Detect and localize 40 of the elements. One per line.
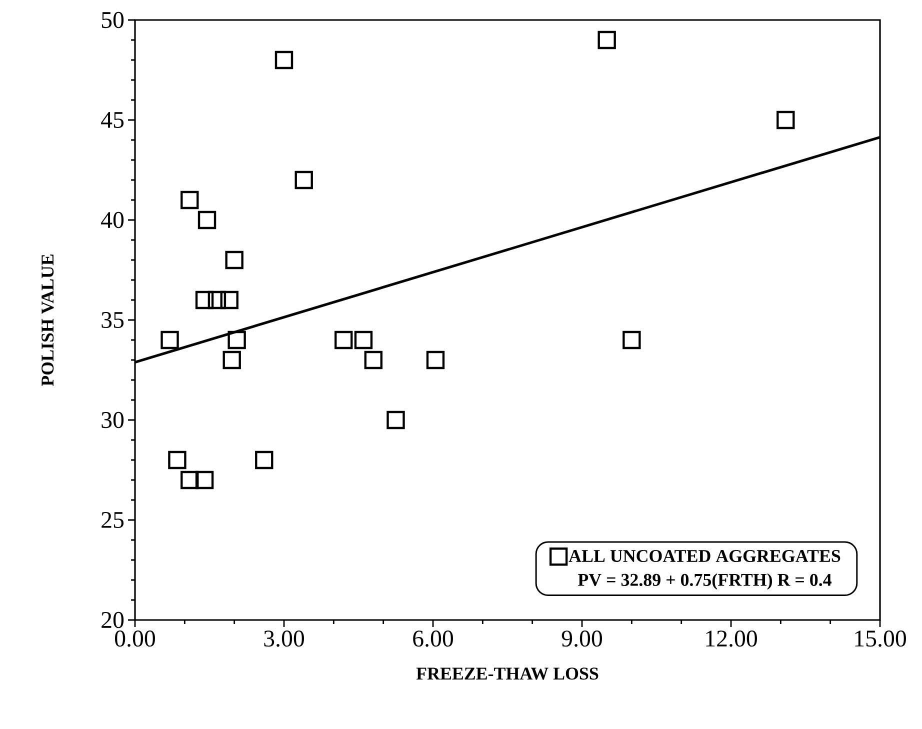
point — [622, 330, 641, 350]
point — [198, 210, 216, 230]
x-axis-title: FREEZE-THAW LOSS — [416, 668, 598, 680]
x-tick-label: 15.00 — [855, 630, 906, 647]
y-tick-label: 45 — [101, 112, 124, 128]
point — [255, 450, 274, 470]
point — [225, 250, 244, 270]
point — [228, 330, 246, 350]
x-tick-label: 3.00 — [264, 630, 304, 647]
point — [180, 470, 199, 490]
point — [180, 190, 199, 210]
x-tick-label: 12.00 — [706, 630, 757, 647]
y-tick-label: 40 — [101, 212, 124, 228]
point — [776, 110, 795, 130]
point — [195, 470, 214, 490]
x-tick-label: 0.00 — [114, 630, 156, 647]
legend-label: ALL UNCOATED AGGREGATES — [568, 550, 840, 562]
point — [208, 290, 226, 310]
y-tick-label: 30 — [102, 412, 124, 428]
y-tick-label: 25 — [102, 512, 124, 528]
point — [426, 350, 445, 370]
point — [354, 330, 373, 350]
point — [294, 170, 313, 190]
point — [274, 50, 294, 70]
y-tick-label: 35 — [102, 312, 124, 328]
x-tick-label: 6.00 — [413, 630, 454, 647]
y-tick-label: 50 — [102, 12, 124, 28]
y-axis-title: POLISH VALUE — [42, 254, 54, 386]
annotation: PV = 32.89 + 0.75(FRTH) R = 0.4 — [578, 573, 832, 590]
point — [334, 330, 353, 350]
point — [160, 330, 179, 350]
point — [168, 450, 186, 470]
point — [364, 350, 382, 370]
point — [220, 290, 238, 310]
point — [598, 30, 616, 50]
point — [195, 290, 214, 310]
x-tick-label: 9.00 — [562, 630, 602, 647]
point — [222, 350, 241, 370]
point — [386, 410, 405, 430]
y-tick-label: 20 — [102, 612, 124, 628]
